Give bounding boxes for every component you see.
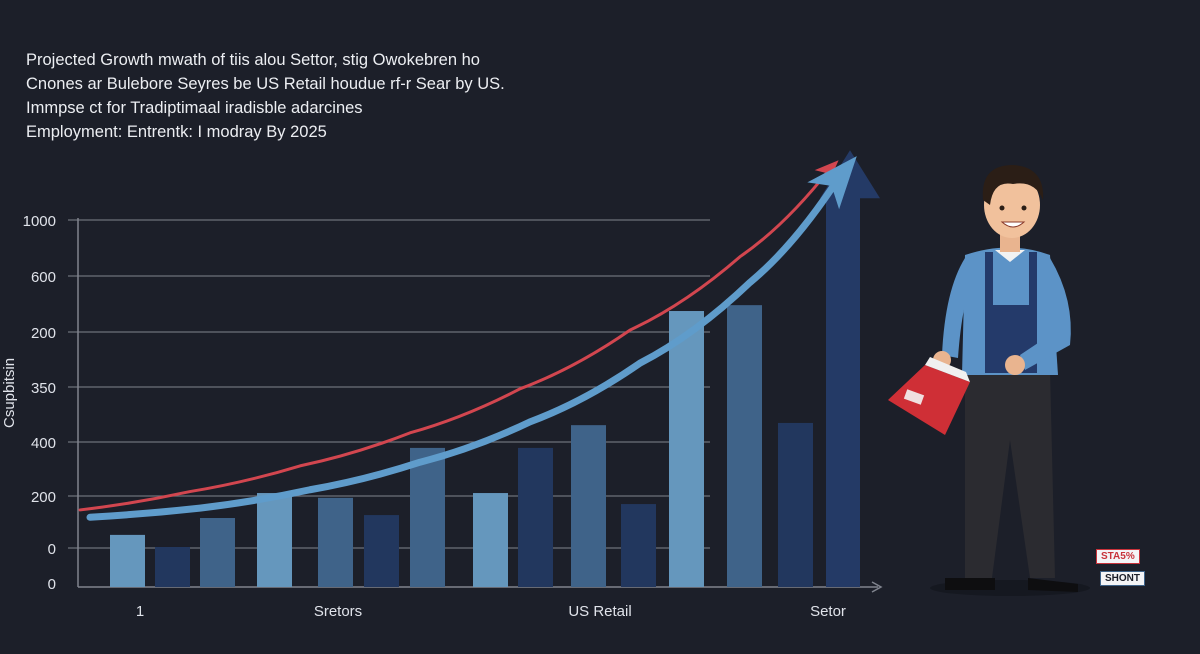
bar xyxy=(318,497,353,587)
y-tick-label: 0 xyxy=(48,576,56,593)
bar xyxy=(410,447,445,587)
y-tick-label: 0 xyxy=(48,541,56,558)
bar xyxy=(257,493,292,587)
bar xyxy=(571,425,606,587)
bar xyxy=(621,504,656,587)
y-tick-label: 200 xyxy=(31,325,56,342)
red-arrowhead-icon xyxy=(814,160,839,184)
bar xyxy=(200,518,235,587)
red-box-icon xyxy=(888,357,970,435)
badge-top: STA5% xyxy=(1096,549,1140,564)
big-growth-arrow-icon xyxy=(820,150,880,587)
title-line-2: Cnones ar Bulebore Seyres be US Retail h… xyxy=(26,75,505,93)
y-tick-label: 200 xyxy=(31,489,56,506)
red-trend-line xyxy=(78,167,832,512)
x-axis-arrow-icon xyxy=(871,581,883,593)
y-tick-label: 1000 xyxy=(23,213,56,230)
title-line-4: Employment: Entrentk: I modray By 2025 xyxy=(26,123,327,141)
bar xyxy=(518,447,553,587)
chart-title: Projected Growth mwath of tiis alou Sett… xyxy=(26,48,505,144)
bar xyxy=(110,534,145,587)
x-tick-label: Setor xyxy=(810,603,846,620)
bar xyxy=(155,546,190,587)
worker-illustration xyxy=(888,165,1090,596)
blue-trend-line xyxy=(86,172,844,521)
y-axis-label: Csupbitsin xyxy=(1,357,18,428)
blue-arrowhead-icon xyxy=(807,156,857,210)
bar xyxy=(669,311,704,587)
y-tick-label: 600 xyxy=(31,269,56,286)
title-line-1: Projected Growth mwath of tiis alou Sett… xyxy=(26,51,480,69)
badge-bottom: SHONT xyxy=(1100,571,1145,586)
x-tick-label: US Retail xyxy=(568,603,631,620)
title-line-3: Immpse ct for Tradiptimaal iradisble ada… xyxy=(26,99,363,117)
bar xyxy=(473,493,508,587)
y-tick-label: 350 xyxy=(31,380,56,397)
bar xyxy=(778,422,813,587)
y-tick-label: 400 xyxy=(31,435,56,452)
bar xyxy=(727,305,762,587)
x-tick-label: 1 xyxy=(136,603,144,620)
bar xyxy=(364,515,399,587)
x-tick-label: Sretors xyxy=(314,603,362,620)
